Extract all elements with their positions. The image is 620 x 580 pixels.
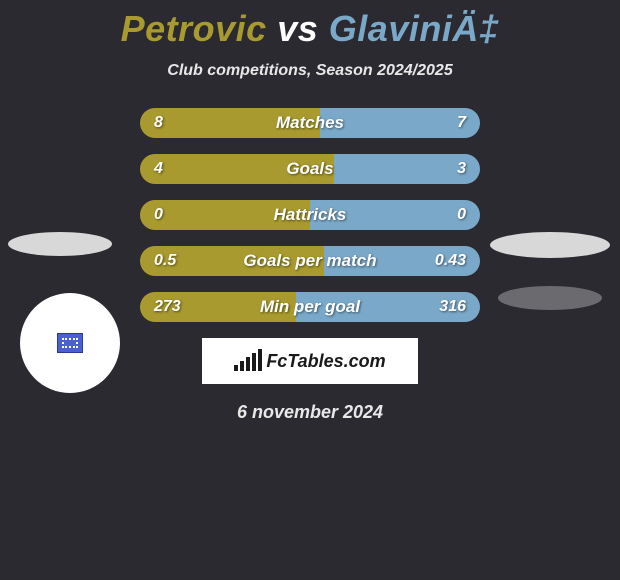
branding-text: FcTables.com <box>266 351 385 372</box>
stat-label: Matches <box>140 108 480 138</box>
player1-name: Petrovic <box>121 8 267 49</box>
player2-name: GlaviniÄ‡ <box>329 8 500 49</box>
stat-label: Hattricks <box>140 200 480 230</box>
stat-row: 273316Min per goal <box>140 292 480 322</box>
flag-icon <box>57 333 83 353</box>
subtitle: Club competitions, Season 2024/2025 <box>0 62 620 80</box>
vs-text: vs <box>277 8 318 49</box>
bars-icon <box>234 351 262 371</box>
content-area: 87Matches 43Goals 00Hattricks 0.50.43Goals … <box>0 108 620 423</box>
stat-row: 43Goals <box>140 154 480 184</box>
decor-ellipse-2 <box>498 286 602 310</box>
stat-rows: 87Matches 43Goals 00Hattricks 0.50.43Goals … <box>140 108 480 322</box>
stat-row: 87Matches <box>140 108 480 138</box>
stat-label: Goals per match <box>140 246 480 276</box>
comparison-title: Petrovic vs GlaviniÄ‡ <box>0 0 620 50</box>
decor-ellipse-0 <box>8 232 112 256</box>
stat-label: Goals <box>140 154 480 184</box>
date-text: 6 november 2024 <box>0 402 620 423</box>
stat-row: 0.50.43Goals per match <box>140 246 480 276</box>
stat-row: 00Hattricks <box>140 200 480 230</box>
player-badge <box>20 293 120 393</box>
stat-label: Min per goal <box>140 292 480 322</box>
decor-ellipse-1 <box>490 232 610 258</box>
fctables-branding: FcTables.com <box>202 338 418 384</box>
